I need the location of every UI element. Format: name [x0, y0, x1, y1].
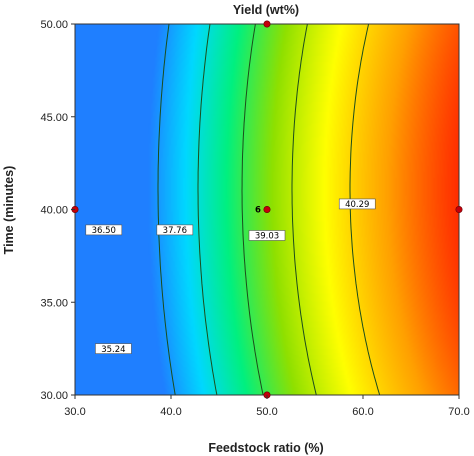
x-tick-label: 40.0 — [160, 406, 181, 418]
contour-line-1 — [197, 24, 218, 395]
contour-label-2: 37.76 — [156, 224, 194, 236]
x-tick-label: 30.0 — [64, 406, 85, 418]
contour-line-2 — [241, 24, 264, 395]
x-tick-label: 50.0 — [256, 406, 277, 418]
contour-labels: 35.24 36.50 37.76 39.03 40.29 — [85, 198, 376, 355]
x-axis-ticks: 30.0 40.0 50.0 60.0 70.0 — [64, 395, 470, 418]
x-axis-title: Feedstock ratio (%) — [208, 441, 323, 455]
svg-text:37.76: 37.76 — [163, 226, 187, 236]
y-tick-label: 40.00 — [40, 205, 68, 217]
design-point-1 — [263, 20, 271, 28]
y-tick-label: 50.00 — [40, 19, 68, 31]
svg-text:40.29: 40.29 — [345, 200, 369, 210]
contour-line-4 — [349, 24, 381, 395]
x-tick-label: 70.0 — [448, 406, 469, 418]
design-point-count-label: 6 — [255, 206, 261, 216]
svg-text:35.24: 35.24 — [101, 345, 125, 355]
chart-title: Yield (wt%) — [233, 3, 299, 17]
contour-label-1: 36.50 — [85, 224, 123, 236]
contour-line-0 — [157, 24, 176, 395]
contour-label-0: 35.24 — [95, 343, 132, 355]
contour-lines — [157, 24, 381, 395]
svg-text:36.50: 36.50 — [92, 226, 116, 236]
contour-label-4: 40.29 — [338, 198, 376, 210]
y-tick-label: 35.00 — [40, 297, 68, 309]
y-axis-ticks: 30.00 35.00 40.00 45.00 50.00 — [40, 19, 75, 402]
y-tick-label: 30.00 — [40, 390, 68, 402]
contour-line-3 — [291, 24, 317, 395]
svg-text:39.03: 39.03 — [255, 232, 279, 242]
y-axis-title: Time (minutes) — [2, 166, 16, 255]
design-point-4 — [455, 206, 463, 214]
y-tick-label: 45.00 — [40, 112, 68, 124]
contour-label-3: 39.03 — [248, 230, 286, 242]
design-point-2 — [263, 206, 271, 214]
x-tick-label: 60.0 — [352, 406, 373, 418]
